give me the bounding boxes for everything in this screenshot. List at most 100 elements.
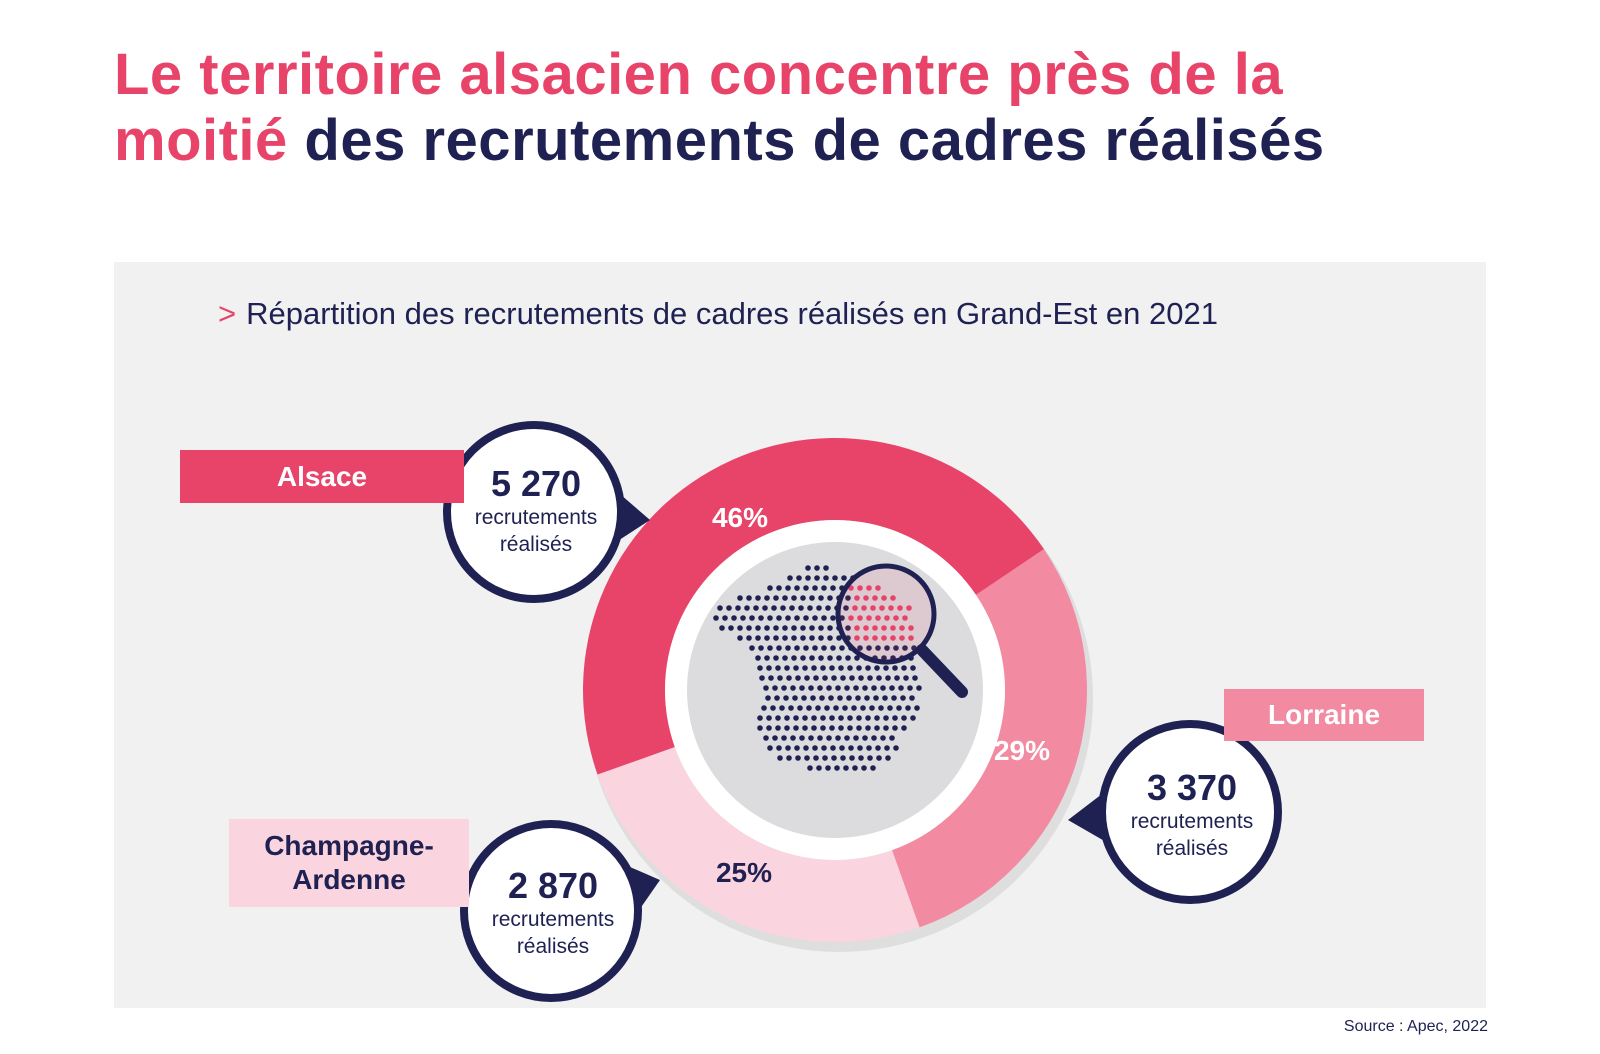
map-dot [839, 745, 845, 751]
map-dot [826, 735, 832, 741]
map-dot [782, 655, 788, 661]
map-dot [764, 635, 770, 641]
map-dot [775, 725, 781, 731]
map-dot [791, 625, 797, 631]
map-dot [854, 595, 860, 601]
map-dot [785, 585, 791, 591]
map-dot [755, 595, 761, 601]
map-dot [775, 715, 781, 721]
map-dot [869, 705, 875, 711]
map-dot [912, 675, 918, 681]
map-dot [891, 695, 897, 701]
map-dot [799, 685, 805, 691]
bubble-ring [443, 421, 625, 603]
map-dot [882, 695, 888, 701]
map-dot [902, 645, 908, 651]
map-dot [802, 665, 808, 671]
map-dot [795, 675, 801, 681]
map-dot [849, 675, 855, 681]
map-dot [808, 685, 814, 691]
unit-line2-alsace: réalisés [499, 533, 573, 556]
map-dot [809, 595, 815, 601]
percent-label-lorraine: 29% [994, 735, 1050, 766]
map-dot [772, 685, 778, 691]
map-dot [862, 735, 868, 741]
map-dot [821, 745, 827, 751]
map-dot [866, 645, 872, 651]
map-dot [821, 585, 827, 591]
map-dot [783, 695, 789, 701]
map-dot [818, 625, 824, 631]
map-dot [813, 755, 819, 761]
map-dot [833, 705, 839, 711]
map-dot [776, 745, 782, 751]
map-dot [900, 695, 906, 701]
map-dot [755, 625, 761, 631]
map-dot [794, 585, 800, 591]
map-dot [767, 615, 773, 621]
map-dot [857, 645, 863, 651]
map-dot [828, 695, 834, 701]
map-dot [749, 615, 755, 621]
map-dot [827, 635, 833, 641]
chart-subtitle-text: Répartition des recrutements de cadres r… [246, 296, 1218, 331]
map-dot [761, 705, 767, 711]
map-dot [892, 725, 898, 731]
map-dot [767, 645, 773, 651]
map-dot [757, 725, 763, 731]
map-dot [786, 755, 792, 761]
map-dot [846, 695, 852, 701]
bubble-ring-lorraine [1068, 720, 1282, 904]
map-dot [830, 585, 836, 591]
map-dot [735, 605, 741, 611]
map-dot [841, 575, 847, 581]
map-dot [898, 685, 904, 691]
map-dot [890, 595, 896, 601]
map-dot [884, 615, 890, 621]
map-dot [844, 735, 850, 741]
map-dot [866, 585, 872, 591]
map-dot [857, 585, 863, 591]
map-dot [874, 665, 880, 671]
region-label-champagne-ardenne: Champagne- Ardenne [229, 819, 469, 907]
map-dot [796, 575, 802, 581]
map-dot [807, 605, 813, 611]
map-dot [805, 565, 811, 571]
map-dot [881, 625, 887, 631]
map-dot [861, 765, 867, 771]
map-dot [764, 625, 770, 631]
map-dot [889, 735, 895, 741]
map-dot [758, 645, 764, 651]
map-dot [807, 765, 813, 771]
source-note: Source : Apec, 2022 [1343, 1018, 1488, 1035]
map-dot [802, 715, 808, 721]
map-dot [800, 635, 806, 641]
map-dot [890, 635, 896, 641]
map-dot [902, 615, 908, 621]
map-dot [793, 715, 799, 721]
map-dot [848, 615, 854, 621]
map-dot [790, 685, 796, 691]
map-dot [865, 725, 871, 731]
bubble-champagne-ardenne: 2 870 recrutements réalisés [453, 866, 653, 960]
map-dot [838, 725, 844, 731]
map-dot [874, 715, 880, 721]
map-dot [759, 675, 765, 681]
unit-line1-lorraine: recrutements [1130, 810, 1254, 833]
map-dot [816, 765, 822, 771]
unit-line1-champagne-ardenne: recrutements [491, 908, 615, 931]
map-dot [790, 735, 796, 741]
map-dot [800, 655, 806, 661]
map-dot [875, 585, 881, 591]
map-dot [822, 755, 828, 761]
map-dot [852, 765, 858, 771]
map-dot [781, 685, 787, 691]
map-dot [838, 665, 844, 671]
map-dot [823, 575, 829, 581]
chevron-right-icon: > [218, 296, 237, 331]
map-dot [857, 745, 863, 751]
map-dot [829, 715, 835, 721]
map-dot [814, 565, 820, 571]
map-dot [845, 655, 851, 661]
map-dot [853, 735, 859, 741]
